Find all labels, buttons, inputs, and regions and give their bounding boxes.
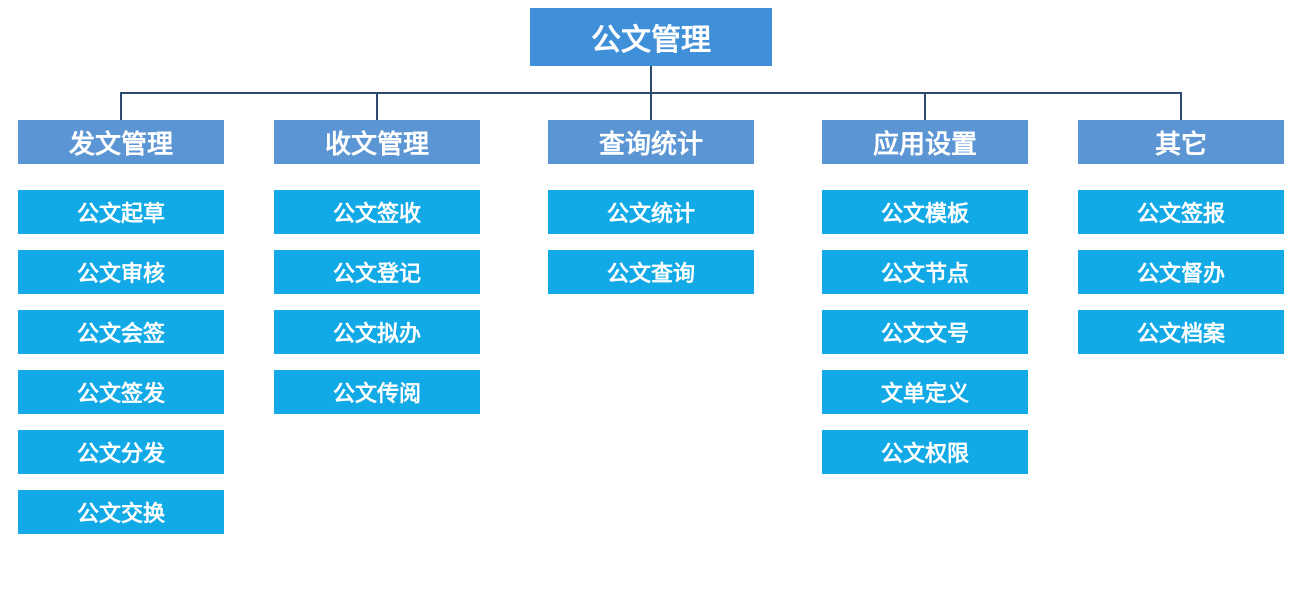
leaf-node: 公文模板 (822, 190, 1028, 234)
org-chart-canvas: 公文管理 发文管理公文起草公文审核公文会签公文签发公文分发公文交换 收文管理公文签… (0, 0, 1303, 614)
leaf-node: 公文登记 (274, 250, 480, 294)
leaf-node: 公文督办 (1078, 250, 1284, 294)
leaf-node: 公文分发 (18, 430, 224, 474)
category-node: 收文管理 (274, 120, 480, 164)
leaf-node: 公文拟办 (274, 310, 480, 354)
leaf-node: 公文交换 (18, 490, 224, 534)
leaf-node: 公文权限 (822, 430, 1028, 474)
leaf-node: 公文签发 (18, 370, 224, 414)
leaf-node: 公文会签 (18, 310, 224, 354)
leaf-node: 公文审核 (18, 250, 224, 294)
leaf-node: 公文签报 (1078, 190, 1284, 234)
leaf-node: 公文文号 (822, 310, 1028, 354)
leaf-node: 公文节点 (822, 250, 1028, 294)
leaf-node: 公文签收 (274, 190, 480, 234)
leaf-node: 公文传阅 (274, 370, 480, 414)
leaf-node: 文单定义 (822, 370, 1028, 414)
category-node: 查询统计 (548, 120, 754, 164)
leaf-node: 公文档案 (1078, 310, 1284, 354)
root-node: 公文管理 (530, 8, 772, 66)
leaf-node: 公文起草 (18, 190, 224, 234)
leaf-node: 公文查询 (548, 250, 754, 294)
category-node: 应用设置 (822, 120, 1028, 164)
leaf-node: 公文统计 (548, 190, 754, 234)
category-node: 发文管理 (18, 120, 224, 164)
category-node: 其它 (1078, 120, 1284, 164)
